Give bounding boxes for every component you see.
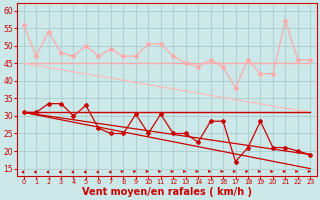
X-axis label: Vent moyen/en rafales ( km/h ): Vent moyen/en rafales ( km/h ) xyxy=(82,187,252,197)
